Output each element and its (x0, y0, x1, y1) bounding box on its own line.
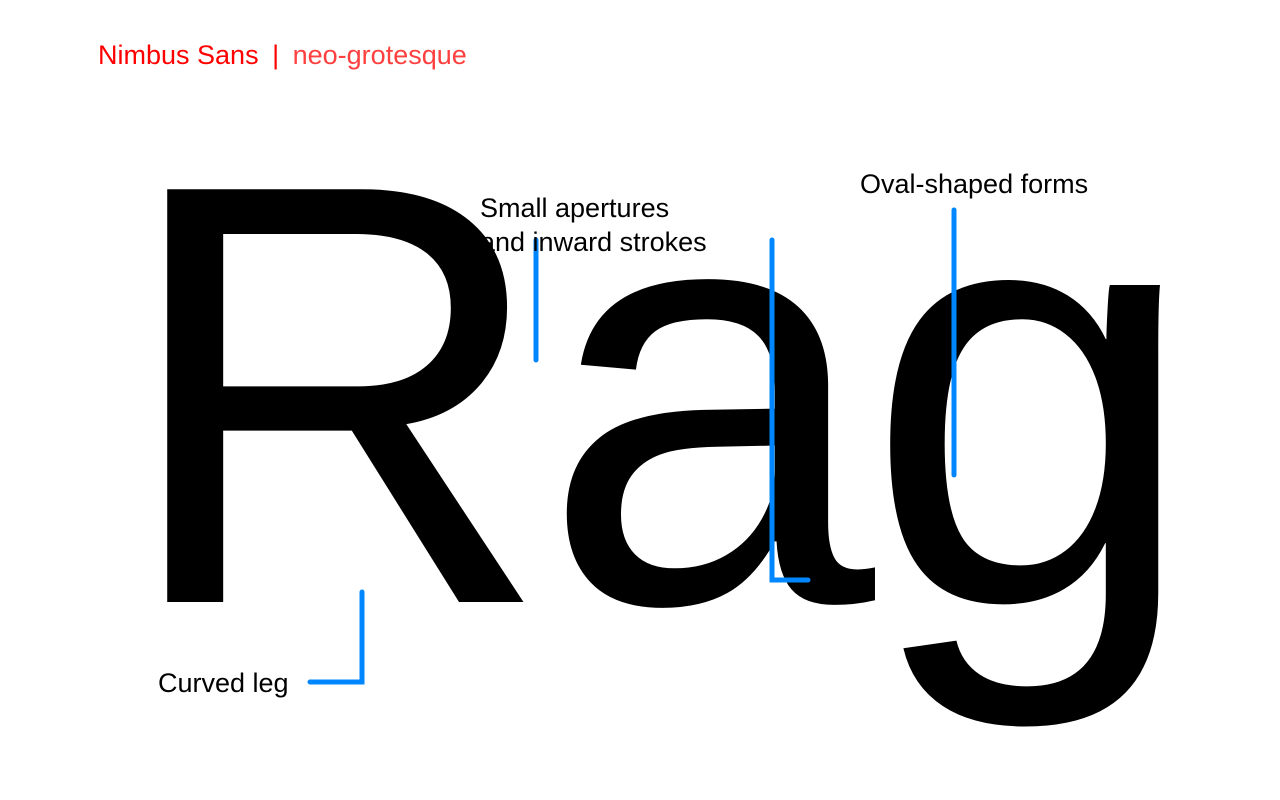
annotation-curved-leg: Curved leg (158, 667, 289, 701)
annotation-text: Curved leg (158, 668, 289, 698)
annotation-text: Oval-shaped forms (860, 169, 1088, 199)
annotation-oval-forms: Oval-shaped forms (860, 168, 1088, 202)
annotation-apertures: Small apertures and inward strokes (480, 158, 707, 259)
annotation-text: Small apertures and inward strokes (480, 193, 707, 257)
